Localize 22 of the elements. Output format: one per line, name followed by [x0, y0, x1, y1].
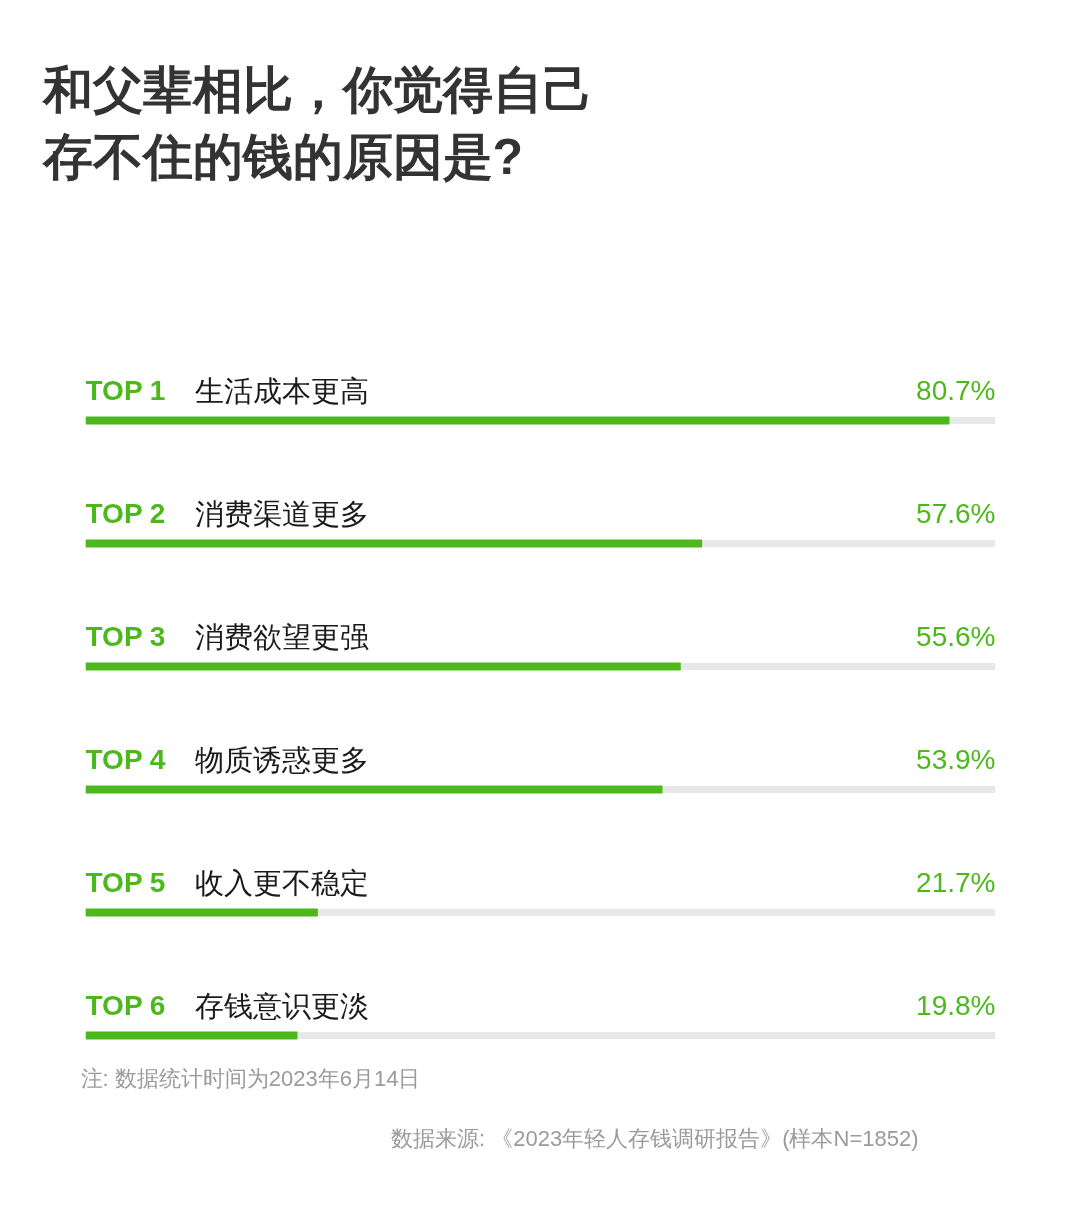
data-label: 21.7%	[916, 867, 996, 898]
y-tick-label: 消费欲望更强	[194, 620, 369, 653]
data-label: 57.6%	[916, 498, 996, 529]
annotation: TOP 3	[85, 621, 166, 652]
bar	[85, 1031, 298, 1040]
data-label: 19.8%	[916, 990, 996, 1021]
annotation: TOP 2	[85, 498, 166, 529]
annotation: TOP 1	[85, 375, 166, 406]
annotation: 注: 数据统计时间为2023年6月14日	[80, 1065, 421, 1091]
y-tick-label: 消费渠道更多	[194, 497, 369, 530]
y-tick-label: 物质诱惑更多	[194, 743, 369, 776]
source-note: 数据来源: 《2023年轻人存钱调研报告》(样本N=1852)	[391, 1125, 919, 1151]
y-tick-label: 存钱意识更淡	[194, 989, 369, 1022]
chart-title: 和父辈相比，你觉得自己存不住的钱的原因是?	[40, 62, 593, 186]
data-label: 53.9%	[916, 744, 996, 775]
y-tick-label: 收入更不稳定	[194, 866, 369, 899]
annotation: TOP 6	[85, 990, 166, 1021]
data-label: 80.7%	[916, 375, 996, 406]
y-tick-label: 生活成本更高	[194, 374, 369, 407]
annotation: TOP 5	[85, 867, 166, 898]
data-label: 55.6%	[916, 621, 996, 652]
annotation: TOP 4	[85, 744, 166, 775]
